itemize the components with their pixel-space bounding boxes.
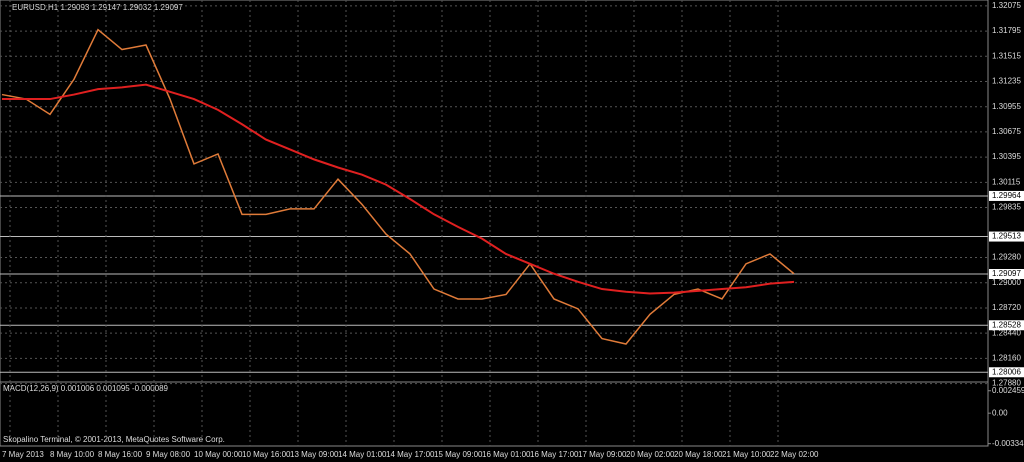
level-label: 1.29097 xyxy=(992,269,1021,278)
indicator-tick-label: -0.003343 xyxy=(992,439,1024,448)
y-tick-label: 1.32075 xyxy=(992,1,1021,10)
indicator-tick-label: 0.00 xyxy=(992,408,1008,417)
x-tick-label: 20 May 02:00 xyxy=(626,450,675,459)
x-tick-label: 14 May 01:00 xyxy=(338,450,387,459)
price-line xyxy=(2,83,795,295)
indicator-title: MACD(12,26,9) 0.001006 0.001095 -0.00008… xyxy=(3,384,169,393)
x-tick-label: 8 May 16:00 xyxy=(98,450,143,459)
y-tick-label: 1.30115 xyxy=(992,177,1021,186)
x-tick-label: 22 May 02:00 xyxy=(770,450,819,459)
y-tick-label: 1.31515 xyxy=(992,51,1021,60)
x-tick-label: 16 May 01:00 xyxy=(482,450,531,459)
y-tick-label: 1.31235 xyxy=(992,77,1021,86)
x-tick-label: 13 May 09:00 xyxy=(290,450,339,459)
level-label-box xyxy=(989,367,1024,378)
y-tick-label: 1.28720 xyxy=(992,303,1021,312)
y-tick-label: 1.27880 xyxy=(992,379,1021,388)
plot-frame xyxy=(0,0,989,447)
x-tick-label: 17 May 09:00 xyxy=(578,450,627,459)
level-label-box xyxy=(989,269,1024,280)
x-tick-label: 8 May 10:00 xyxy=(50,450,95,459)
level-label: 1.29964 xyxy=(992,191,1021,200)
x-tick-label: 9 May 08:00 xyxy=(146,450,191,459)
y-tick-label: 1.30955 xyxy=(992,102,1021,111)
y-tick-label: 1.28160 xyxy=(992,353,1021,362)
y-tick-label: 1.30675 xyxy=(992,127,1021,136)
level-label: 1.29513 xyxy=(992,232,1021,241)
level-label-box xyxy=(989,231,1024,242)
y-tick-label: 1.29280 xyxy=(992,253,1021,262)
price-line xyxy=(1,28,795,345)
y-tick-label: 1.31795 xyxy=(992,26,1021,35)
x-tick-label: 16 May 17:00 xyxy=(530,450,579,459)
level-label-box xyxy=(989,320,1024,331)
y-tick-label: 1.29000 xyxy=(992,278,1021,287)
x-tick-label: 15 May 09:00 xyxy=(434,450,483,459)
y-tick-label: 1.28440 xyxy=(992,328,1021,337)
x-tick-label: 20 May 18:00 xyxy=(674,450,723,459)
x-tick-label: 7 May 2013 xyxy=(2,450,44,459)
x-tick-label: 10 May 00:00 xyxy=(194,450,243,459)
level-label-box xyxy=(989,190,1024,201)
level-label: 1.28006 xyxy=(992,367,1021,376)
chart-title: EURUSD,H1 1.29093 1.29147 1.29032 1.2909… xyxy=(12,3,183,12)
level-label: 1.28528 xyxy=(992,320,1021,329)
x-tick-label: 21 May 10:00 xyxy=(722,450,771,459)
indicator-tick-label: 0.002459 xyxy=(992,386,1024,395)
footer: Skopalino Terminal, © 2001-2013, MetaQuo… xyxy=(3,435,225,444)
x-tick-label: 10 May 16:00 xyxy=(242,450,291,459)
y-tick-label: 1.29835 xyxy=(992,203,1021,212)
x-tick-label: 14 May 17:00 xyxy=(386,450,435,459)
y-tick-label: 1.30395 xyxy=(992,152,1021,161)
